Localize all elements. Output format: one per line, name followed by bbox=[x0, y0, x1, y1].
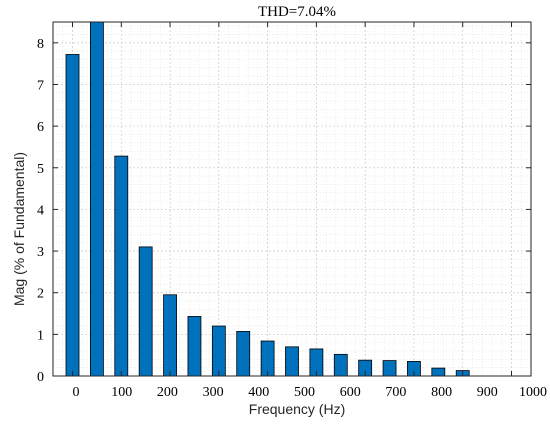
y-tick-label: 0 bbox=[37, 370, 44, 385]
y-tick-label: 1 bbox=[37, 328, 44, 343]
y-tick-label: 6 bbox=[37, 120, 44, 135]
plot-frame bbox=[52, 21, 532, 377]
bar bbox=[138, 246, 153, 377]
bar bbox=[236, 331, 251, 377]
y-axis-ticks: 0 1 2 3 4 5 6 7 8 bbox=[37, 37, 531, 385]
y-tick-label: 7 bbox=[37, 78, 44, 93]
y-tick-label: 4 bbox=[37, 203, 44, 218]
x-tick-label: 300 bbox=[203, 385, 224, 400]
bar bbox=[65, 54, 80, 377]
bar bbox=[89, 21, 104, 377]
chart-title: THD=7.04% bbox=[258, 4, 336, 20]
x-tick-label: 800 bbox=[431, 385, 452, 400]
y-tick-label: 5 bbox=[37, 162, 44, 177]
bar bbox=[187, 316, 202, 377]
y-tick-label: 3 bbox=[37, 245, 44, 260]
bar bbox=[114, 155, 129, 377]
x-axis-label: Frequency (Hz) bbox=[249, 401, 345, 417]
x-tick-label: 200 bbox=[157, 385, 178, 400]
x-tick-label: 700 bbox=[385, 385, 406, 400]
x-tick-label: 0 bbox=[73, 385, 80, 400]
bar bbox=[260, 340, 275, 377]
bar bbox=[431, 367, 446, 377]
y-axis-label: Mag (% of Fundamental) bbox=[11, 152, 27, 306]
x-tick-label: 900 bbox=[477, 385, 498, 400]
bar bbox=[382, 360, 397, 377]
x-tick-label: 500 bbox=[294, 385, 315, 400]
bar bbox=[285, 346, 299, 377]
bar bbox=[163, 294, 177, 377]
x-tick-label: 100 bbox=[111, 385, 132, 400]
bar bbox=[333, 353, 348, 377]
y-tick-label: 8 bbox=[37, 37, 44, 52]
x-tick-label: 1000 bbox=[519, 385, 547, 400]
y-tick-label: 2 bbox=[37, 287, 44, 302]
x-axis-ticks: 0 100 200 300 400 500 600 700 800 900 1000 bbox=[72, 22, 547, 400]
x-tick-label: 600 bbox=[340, 385, 361, 400]
bar bbox=[211, 325, 226, 377]
x-tick-label: 400 bbox=[248, 385, 269, 400]
